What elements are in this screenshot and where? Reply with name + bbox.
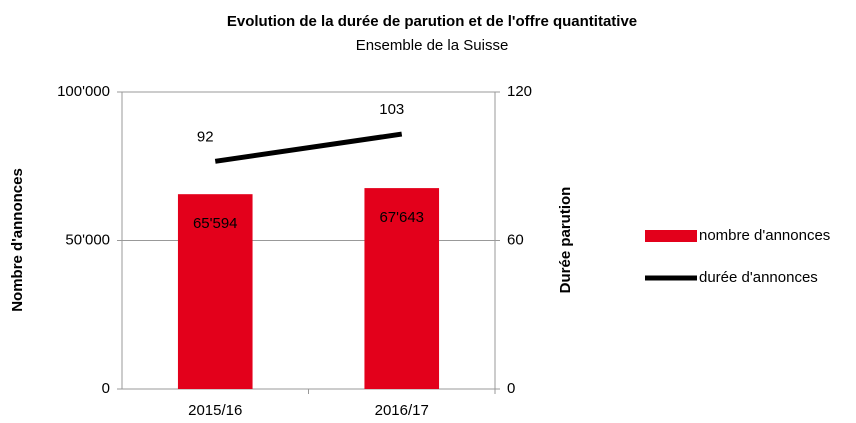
y2-axis-title: Durée parution (557, 187, 574, 294)
bar (177, 194, 253, 389)
chart-title: Evolution de la durée de parution et de … (227, 13, 637, 30)
legend-swatch (645, 230, 697, 242)
line-value-label: 103 (379, 101, 404, 118)
y-tick-label: 50'000 (65, 231, 110, 248)
y-axis-title: Nombre d'annonces (9, 168, 26, 312)
x-tick-label: 2016/17 (375, 402, 429, 419)
line-value-label: 92 (197, 128, 214, 145)
y2-tick-label: 0 (507, 380, 515, 397)
bar-value-label: 67'643 (379, 209, 424, 226)
bar (364, 188, 440, 389)
y-tick-label: 0 (102, 380, 110, 397)
y2-tick-label: 120 (507, 83, 532, 100)
x-tick-label: 2015/16 (188, 402, 242, 419)
legend-label: nombre d'annonces (699, 227, 830, 244)
legend-label: durée d'annonces (699, 269, 818, 286)
chart-subtitle: Ensemble de la Suisse (356, 37, 509, 54)
bar-value-label: 65'594 (193, 215, 238, 232)
line (214, 131, 403, 164)
y2-tick-label: 60 (507, 231, 524, 248)
y-tick-label: 100'000 (57, 83, 110, 100)
